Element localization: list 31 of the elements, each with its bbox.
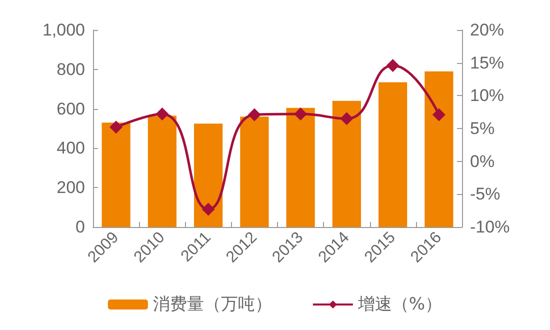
- y2-tick-label: 10%: [470, 86, 504, 106]
- point: [432, 108, 446, 122]
- y-tick-label: 1,000: [42, 20, 85, 40]
- y-tick-label: 200: [56, 178, 85, 198]
- point: [294, 108, 308, 121]
- y-tick-label: 400: [56, 138, 85, 158]
- y-tick-label: 600: [56, 99, 85, 118]
- point: [340, 112, 354, 126]
- bar: [102, 122, 130, 227]
- bar: [286, 108, 315, 227]
- legend-label: 消费量（万吨）: [152, 294, 272, 314]
- y2-tick-label: 15%: [470, 53, 504, 72]
- y2-tick-label: 20%: [470, 20, 504, 40]
- point: [248, 108, 261, 122]
- bar: [378, 82, 408, 227]
- y2-tick-label: -10%: [470, 218, 510, 236]
- bar: [424, 71, 454, 227]
- legend-label: 增速（%）: [356, 294, 442, 314]
- bar: [148, 116, 176, 227]
- point: [156, 108, 169, 121]
- bar: [240, 116, 269, 227]
- y-tick-label: 0: [76, 218, 85, 236]
- y2-tick-label: -5%: [470, 184, 500, 204]
- point: [202, 202, 215, 216]
- y-tick-label: 800: [56, 60, 85, 79]
- y2-tick-label: 5%: [470, 119, 495, 138]
- point: [110, 120, 123, 134]
- point: [386, 58, 400, 72]
- bar: [332, 100, 361, 227]
- bar: [194, 124, 223, 227]
- y2-tick-label: 0%: [470, 152, 495, 171]
